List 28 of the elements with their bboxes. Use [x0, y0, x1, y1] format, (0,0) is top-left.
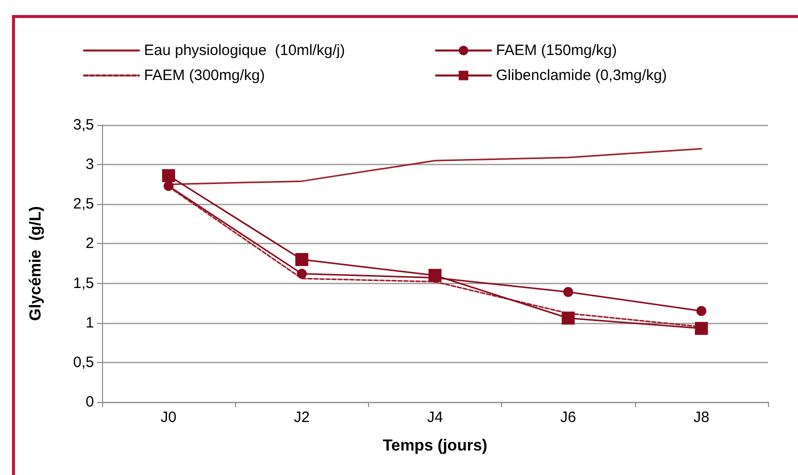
point [162, 169, 176, 182]
y-tick-label: 3 [86, 156, 94, 174]
y-tick-label: 1 [86, 314, 94, 332]
point [295, 253, 308, 266]
point [562, 312, 575, 325]
y-tick-label: 3,5 [73, 116, 94, 134]
point [164, 180, 174, 191]
x-tick-label: J0 [160, 409, 177, 426]
legend-label: Eau physiologique (10ml/kg/j) [144, 42, 345, 59]
point [428, 268, 442, 282]
y-tick-label: 1,5 [73, 274, 94, 292]
y-tick-label: 2 [86, 235, 94, 252]
legend-label: FAEM (150mg/kg) [496, 42, 617, 59]
x-tick-label: J4 [427, 409, 443, 426]
x-tick-label: J6 [560, 409, 576, 426]
y-axis-title: Glycémie (g/L) [28, 206, 44, 321]
point [296, 268, 307, 279]
legend-label: FAEM (300mg/kg) [144, 67, 265, 84]
point [563, 286, 574, 297]
point [696, 306, 706, 316]
x-axis-title: Temps (jours) [382, 438, 488, 454]
point [694, 322, 708, 335]
y-tick-label: 0 [86, 394, 94, 410]
y-tick-label: 0,5 [73, 354, 94, 371]
x-tick-label: J8 [693, 409, 710, 426]
legend-label: Glibenclamide (0,3mg/kg) [496, 67, 667, 84]
x-tick-label: J2 [294, 409, 310, 426]
y-tick-label: 2,5 [73, 196, 94, 213]
